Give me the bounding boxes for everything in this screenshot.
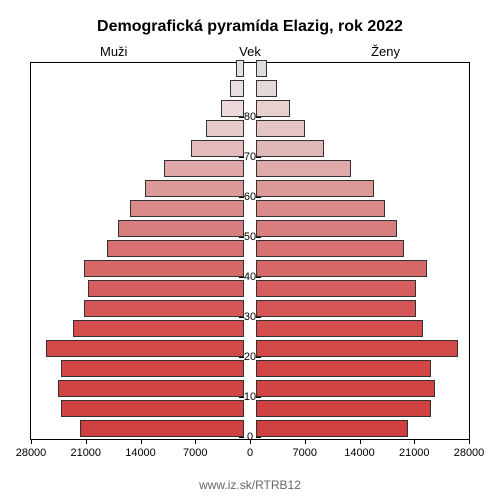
- bar-men-age-35: [88, 280, 244, 297]
- bar-men-age-30: [84, 300, 244, 317]
- x-tick-mark: [305, 439, 306, 444]
- bar-women-age-50: [256, 220, 397, 237]
- bar-men-age-65: [164, 160, 244, 177]
- x-tick-mark: [141, 439, 142, 444]
- y-tick-mark: [239, 357, 244, 358]
- x-tick-mark: [86, 439, 87, 444]
- bar-women-age-60: [256, 180, 374, 197]
- bar-women-age-20: [256, 340, 458, 357]
- bar-men-age-75: [206, 120, 244, 137]
- bar-men-age-50: [118, 220, 244, 237]
- x-tick-label-5: 7000: [293, 447, 317, 459]
- y-tick-mark: [239, 117, 244, 118]
- chart-area: 01020304050607080 2800021000140007000070…: [30, 62, 470, 440]
- y-tick-mark: [256, 277, 261, 278]
- y-tick-mark: [239, 437, 244, 438]
- bar-women-age-10: [256, 380, 435, 397]
- bar-men-age-85: [230, 80, 244, 97]
- x-tick-label-6: 14000: [344, 447, 375, 459]
- bar-women-age-55: [256, 200, 385, 217]
- x-tick-mark: [469, 439, 470, 444]
- chart-title: Demografická pyramída Elazig, rok 2022: [0, 18, 500, 36]
- x-tick-label-8: 28000: [454, 447, 485, 459]
- bar-women-age-35: [256, 280, 416, 297]
- bar-men-age-70: [191, 140, 244, 157]
- y-tick-mark: [256, 197, 261, 198]
- y-tick-mark: [239, 397, 244, 398]
- x-tick-label-0: 28000: [16, 447, 47, 459]
- x-tick-label-4: 0: [247, 447, 253, 459]
- bar-men-age-60: [145, 180, 244, 197]
- bar-women-age-25: [256, 320, 423, 337]
- y-tick-mark: [239, 197, 244, 198]
- bar-men-age-10: [58, 380, 244, 397]
- y-tick-mark: [256, 237, 261, 238]
- y-tick-mark: [256, 437, 261, 438]
- footer-url: www.iz.sk/RTRB12: [0, 478, 500, 492]
- bar-men-age-20: [46, 340, 244, 357]
- left-panel-men: [31, 63, 250, 439]
- x-tick-label-3: 7000: [183, 447, 207, 459]
- bar-women-age-5: [256, 400, 431, 417]
- bar-women-age-30: [256, 300, 416, 317]
- bar-men-age-25: [73, 320, 244, 337]
- bar-women-age-0: [256, 420, 408, 437]
- label-age: Vek: [239, 44, 261, 59]
- y-tick-mark: [256, 357, 261, 358]
- x-tick-mark: [31, 439, 32, 444]
- y-tick-mark: [256, 397, 261, 398]
- y-tick-mark: [256, 157, 261, 158]
- x-tick-mark: [360, 439, 361, 444]
- y-tick-mark: [239, 317, 244, 318]
- bar-women-age-85: [256, 80, 277, 97]
- bar-men-age-45: [107, 240, 244, 257]
- label-women: Ženy: [371, 44, 400, 59]
- x-tick-label-1: 21000: [70, 447, 101, 459]
- bar-women-age-40: [256, 260, 427, 277]
- bar-men-age-90: [236, 60, 244, 77]
- bar-women-age-70: [256, 140, 324, 157]
- y-tick-mark: [256, 117, 261, 118]
- y-tick-mark: [256, 317, 261, 318]
- label-men: Muži: [100, 44, 127, 59]
- x-tick-mark: [414, 439, 415, 444]
- x-tick-label-7: 21000: [399, 447, 430, 459]
- x-tick-label-2: 14000: [125, 447, 156, 459]
- right-panel-women: [250, 63, 469, 439]
- bar-women-age-90: [256, 60, 267, 77]
- bar-women-age-45: [256, 240, 404, 257]
- bar-women-age-65: [256, 160, 351, 177]
- bar-women-age-80: [256, 100, 290, 117]
- bar-women-age-75: [256, 120, 305, 137]
- x-tick-mark: [250, 439, 251, 444]
- bar-men-age-15: [61, 360, 244, 377]
- bar-women-age-15: [256, 360, 431, 377]
- bar-men-age-40: [84, 260, 244, 277]
- bar-men-age-5: [61, 400, 244, 417]
- y-tick-mark: [239, 237, 244, 238]
- y-tick-mark: [239, 157, 244, 158]
- bar-men-age-55: [130, 200, 244, 217]
- y-tick-mark: [239, 277, 244, 278]
- x-tick-mark: [195, 439, 196, 444]
- chart-container: Demografická pyramída Elazig, rok 2022 M…: [0, 0, 500, 500]
- bar-men-age-0: [80, 420, 244, 437]
